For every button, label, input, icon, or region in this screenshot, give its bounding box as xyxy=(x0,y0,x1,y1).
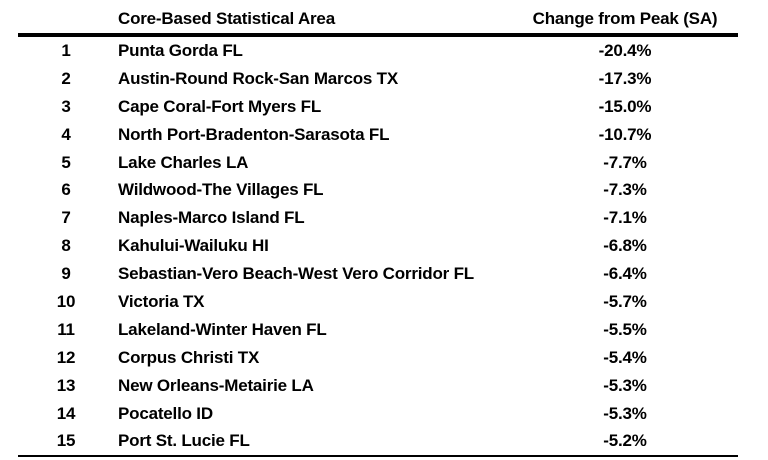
area-cell: Corpus Christi TX xyxy=(118,347,260,367)
area-cell: Wildwood-The Villages FL xyxy=(118,180,324,200)
rank-cell: 10 xyxy=(56,291,76,311)
area-cell: Cape Coral-Fort Myers FL xyxy=(118,96,322,116)
table-row: 11 Lakeland-Winter Haven FL -5.5% xyxy=(18,316,738,344)
rank-cell: 15 xyxy=(56,431,76,451)
change-cell: -17.3% xyxy=(598,68,652,88)
change-cell: -20.4% xyxy=(598,40,652,60)
table-row: 8 Kahului-Wailuku HI -6.8% xyxy=(18,232,738,260)
table-body: 1 Punta Gorda FL -20.4% 2 Austin-Round R… xyxy=(18,37,738,458)
change-cell: -5.3% xyxy=(603,375,647,395)
change-cell: -6.4% xyxy=(603,264,647,284)
table-row: 5 Lake Charles LA -7.7% xyxy=(18,149,738,177)
rank-cell: 12 xyxy=(56,347,76,367)
area-cell: New Orleans-Metairie LA xyxy=(118,375,314,395)
rank-cell: 5 xyxy=(61,152,71,172)
table-row: 6 Wildwood-The Villages FL -7.3% xyxy=(18,176,738,204)
change-cell: -5.7% xyxy=(603,291,647,311)
area-cell: Victoria TX xyxy=(118,291,205,311)
table-row: 14 Pocatello ID -5.3% xyxy=(18,400,738,428)
change-cell: -5.2% xyxy=(603,431,647,451)
change-cell: -6.8% xyxy=(603,236,647,256)
rank-cell: 14 xyxy=(56,403,76,423)
rank-cell: 9 xyxy=(61,264,71,284)
rank-cell: 3 xyxy=(61,96,71,116)
table-row: 4 North Port-Bradenton-Sarasota FL -10.7… xyxy=(18,121,738,149)
area-cell: Kahului-Wailuku HI xyxy=(118,236,269,256)
table-row: 9 Sebastian-Vero Beach-West Vero Corrido… xyxy=(18,260,738,288)
area-cell: Naples-Marco Island FL xyxy=(118,208,305,228)
table-row: 2 Austin-Round Rock-San Marcos TX -17.3% xyxy=(18,65,738,93)
table-row: 10 Victoria TX -5.7% xyxy=(18,288,738,316)
col-header-change: Change from Peak (SA) xyxy=(532,9,718,28)
area-cell: North Port-Bradenton-Sarasota FL xyxy=(118,124,390,144)
change-cell: -5.4% xyxy=(603,347,647,367)
area-cell: Sebastian-Vero Beach-West Vero Corridor … xyxy=(118,264,474,284)
rank-cell: 11 xyxy=(57,319,75,339)
change-cell: -7.3% xyxy=(603,180,647,200)
header-row: Core-Based Statistical Area Change from … xyxy=(18,0,738,37)
change-cell: -15.0% xyxy=(598,96,652,116)
rank-cell: 8 xyxy=(61,236,71,256)
change-cell: -10.7% xyxy=(598,124,652,144)
change-cell: -5.3% xyxy=(603,403,647,423)
table-row: 3 Cape Coral-Fort Myers FL -15.0% xyxy=(18,93,738,121)
table-row: 12 Corpus Christi TX -5.4% xyxy=(18,344,738,372)
table-row: 13 New Orleans-Metairie LA -5.3% xyxy=(18,372,738,400)
rank-cell: 2 xyxy=(61,68,71,88)
rank-cell: 1 xyxy=(61,40,71,60)
rank-cell: 13 xyxy=(56,375,76,395)
area-cell: Punta Gorda FL xyxy=(118,40,243,60)
area-cell: Austin-Round Rock-San Marcos TX xyxy=(118,68,398,88)
change-cell: -7.7% xyxy=(603,152,647,172)
change-cell: -5.5% xyxy=(603,319,647,339)
area-cell: Lakeland-Winter Haven FL xyxy=(118,319,327,339)
rank-cell: 4 xyxy=(61,124,71,144)
area-cell: Port St. Lucie FL xyxy=(118,431,250,451)
change-cell: -7.1% xyxy=(603,208,647,228)
area-cell: Pocatello ID xyxy=(118,403,213,423)
table-row: 15 Port St. Lucie FL -5.2% xyxy=(18,427,738,455)
table-row: 7 Naples-Marco Island FL -7.1% xyxy=(18,204,738,232)
rank-cell: 7 xyxy=(61,208,71,228)
area-cell: Lake Charles LA xyxy=(118,152,249,172)
rank-cell: 6 xyxy=(61,180,71,200)
table-row: 1 Punta Gorda FL -20.4% xyxy=(18,37,738,65)
col-header-area: Core-Based Statistical Area xyxy=(118,9,335,28)
ranked-cbsa-table: Core-Based Statistical Area Change from … xyxy=(18,0,738,458)
